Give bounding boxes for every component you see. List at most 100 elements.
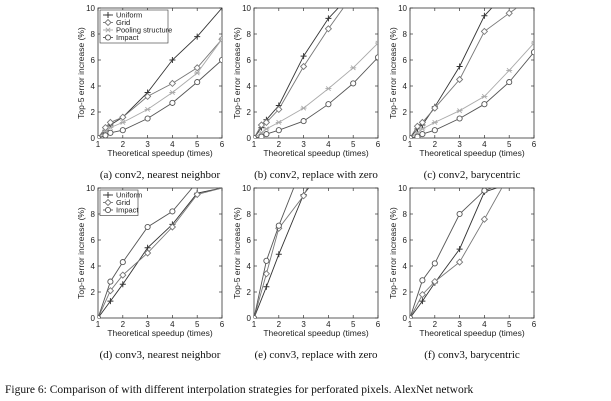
legend-entry-label: Grid	[116, 198, 130, 207]
y-tick-label: 4	[91, 82, 96, 91]
data-point	[324, 25, 333, 33]
x-axis-label: Theoretical speedup (times)	[263, 328, 369, 338]
chart-panel-5: 1 2 3 4 5 6 0 2 4 6 8 10 Theoretical speedup (times)…	[232, 184, 381, 361]
data-point	[98, 314, 102, 318]
x-tick-label: 5	[351, 140, 356, 149]
x-axis-label: Theoretical speedup (times)	[263, 148, 369, 158]
series-group	[410, 8, 534, 138]
data-point	[193, 190, 201, 199]
legend-marker	[104, 206, 112, 214]
legend-entry-label: Pooling structure	[116, 26, 172, 35]
data-point	[413, 122, 422, 130]
legend-entry-label: Impact	[116, 206, 139, 215]
y-tick-label: 8	[403, 30, 408, 39]
data-point	[456, 108, 463, 114]
y-tick-label: 8	[247, 30, 252, 39]
data-point	[275, 105, 283, 114]
y-tick-label: 2	[247, 288, 252, 297]
data-point	[262, 270, 271, 278]
figure-caption: Figure 6: Comparison of with different i…	[5, 384, 474, 396]
chart-panel-6: 1 2 3 4 5 6 0 2 4 6 8 10 Theoretical speedup (times)…	[388, 184, 537, 361]
data-point	[107, 129, 114, 136]
data-point	[169, 208, 176, 215]
data-point	[144, 223, 151, 231]
x-tick-label: 2	[121, 140, 126, 149]
data-point	[169, 57, 176, 63]
data-point	[119, 271, 127, 279]
y-tick-label: 8	[403, 210, 408, 219]
data-point	[481, 101, 488, 108]
data-point	[481, 93, 488, 99]
data-point	[119, 127, 126, 134]
data-point	[299, 62, 308, 71]
y-axis-label: Top-5 error increase (%)	[232, 27, 242, 119]
legend-entry-label: Grid	[116, 18, 130, 27]
y-tick-label: 2	[247, 108, 252, 117]
data-point	[418, 290, 427, 299]
y-axis-label: Top-5 error increase (%)	[76, 27, 86, 119]
plot-frame	[253, 187, 379, 319]
data-point	[169, 89, 176, 96]
x-tick-label: 3	[457, 140, 462, 149]
data-point	[325, 101, 332, 108]
series-group	[98, 8, 222, 138]
data-point	[456, 210, 463, 218]
x-tick-label: 1	[96, 320, 101, 329]
data-point	[262, 118, 271, 127]
x-tick-label: 2	[433, 320, 438, 329]
data-point	[506, 79, 513, 86]
data-point	[325, 86, 332, 92]
chart-panel-2: 1 2 3 4 5 6 0 2 4 6 8 10 Theoretical speedup (times)…	[232, 4, 381, 181]
data-point	[414, 133, 421, 138]
data-point	[101, 123, 110, 132]
x-tick-label: 6	[532, 320, 537, 329]
data-point	[431, 119, 438, 125]
y-tick-label: 8	[91, 210, 96, 219]
data-point	[144, 106, 151, 112]
data-point	[275, 222, 282, 229]
x-tick-label: 2	[277, 320, 282, 329]
y-tick-label: 8	[247, 210, 252, 219]
legend-marker	[104, 198, 112, 207]
y-tick-label: 6	[403, 236, 408, 245]
data-point	[410, 134, 414, 138]
data-point	[258, 133, 265, 138]
subfigure-caption: (c) conv2, barycentric	[424, 169, 521, 181]
y-axis-label: Top-5 error increase (%)	[388, 207, 398, 299]
x-tick-label: 2	[277, 140, 282, 149]
y-tick-label: 2	[91, 108, 96, 117]
data-point	[254, 314, 258, 318]
series-group	[410, 188, 503, 318]
x-tick-label: 3	[145, 140, 150, 149]
data-point	[456, 63, 463, 70]
data-point	[263, 126, 270, 132]
y-tick-label: 10	[398, 184, 407, 193]
y-tick-label: 10	[86, 184, 95, 193]
chart-panel-4: 1 2 3 4 5 6 0 2 4 6 8 10 Theoretical speedup (times)…	[76, 184, 225, 361]
y-tick-label: 0	[247, 314, 252, 323]
legend-entry-label: Impact	[116, 33, 139, 42]
data-point	[300, 118, 307, 125]
subfigure-caption: (a) conv2, nearest neighbor	[100, 169, 221, 181]
y-axis-label: Top-5 error increase (%)	[232, 207, 242, 299]
data-point	[350, 80, 357, 87]
x-axis-label: Theoretical speedup (times)	[419, 148, 525, 158]
x-tick-label: 3	[301, 320, 306, 329]
series-group	[254, 8, 378, 138]
data-point	[106, 118, 115, 127]
data-point	[374, 54, 378, 61]
x-tick-label: 2	[433, 140, 438, 149]
data-point	[325, 15, 332, 22]
x-axis-label: Theoretical speedup (times)	[107, 328, 213, 338]
y-tick-label: 2	[403, 108, 408, 117]
data-point	[431, 260, 438, 267]
x-tick-label: 6	[532, 140, 537, 149]
data-point	[530, 49, 534, 56]
data-point	[219, 36, 222, 42]
y-axis-label: Top-5 error increase (%)	[388, 27, 398, 119]
chart-panel-3: 1 2 3 4 5 6 0 2 4 6 8 10 Theoretical speedup (times)…	[388, 4, 537, 181]
data-point	[275, 251, 282, 258]
